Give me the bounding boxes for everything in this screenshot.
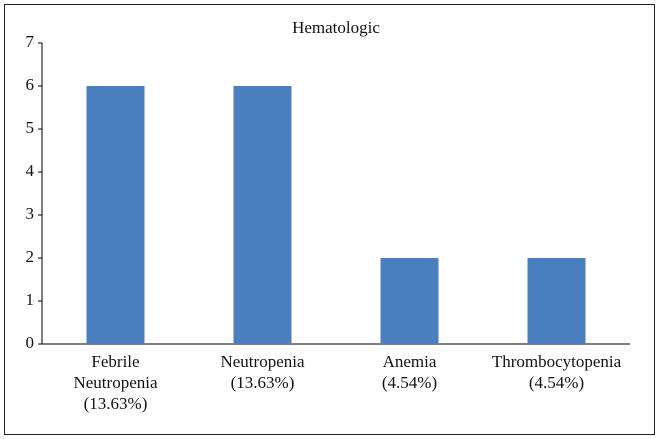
bar (380, 258, 439, 344)
x-tick-label: Neutropenia (73, 373, 157, 392)
x-tick-label: (4.54%) (529, 373, 584, 392)
y-tick-label: 6 (26, 75, 35, 94)
bar (233, 86, 292, 344)
y-tick-label: 1 (26, 290, 35, 309)
x-tick-label: Febrile (91, 352, 139, 371)
x-tick-label: Anemia (383, 352, 437, 371)
x-tick-label: (13.63%) (84, 394, 148, 413)
y-tick-label: 3 (26, 204, 35, 223)
y-tick-label: 2 (26, 247, 35, 266)
y-tick-label: 0 (26, 333, 35, 352)
bar (86, 86, 145, 344)
x-tick-label: Thrombocytopenia (492, 352, 622, 371)
y-tick-label: 5 (26, 118, 35, 137)
y-tick-label: 7 (26, 32, 35, 51)
bar (527, 258, 586, 344)
chart-title: Hematologic (292, 18, 380, 37)
x-tick-label: (4.54%) (382, 373, 437, 392)
x-tick-label: (13.63%) (231, 373, 295, 392)
x-tick-label: Neutropenia (220, 352, 304, 371)
y-tick-label: 4 (26, 161, 35, 180)
